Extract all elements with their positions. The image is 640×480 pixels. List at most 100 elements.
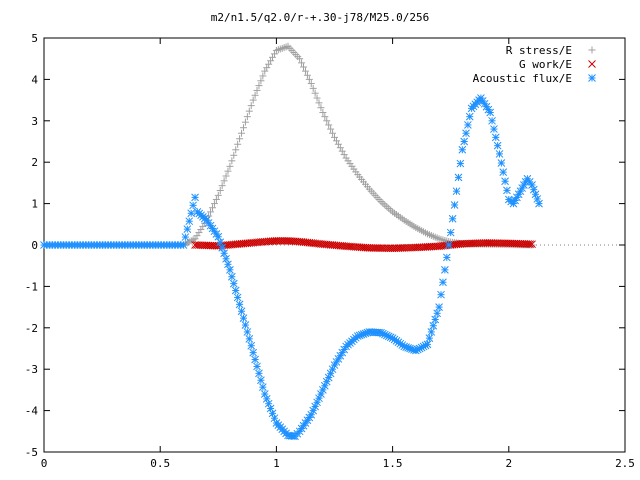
data-point bbox=[499, 168, 508, 176]
data-point bbox=[446, 228, 455, 237]
data-point bbox=[441, 265, 449, 274]
data-point bbox=[263, 64, 271, 72]
data-point bbox=[529, 185, 538, 194]
data-point bbox=[241, 321, 250, 329]
legend-marker bbox=[588, 46, 596, 54]
data-point bbox=[465, 112, 474, 121]
legend-marker bbox=[588, 74, 596, 82]
y-tick-label: -1 bbox=[25, 280, 38, 293]
data-point bbox=[311, 89, 319, 97]
x-tick-label: 1 bbox=[273, 457, 280, 470]
data-point bbox=[239, 314, 248, 322]
data-point bbox=[231, 286, 240, 295]
y-tick-label: -3 bbox=[25, 363, 38, 376]
data-point bbox=[228, 157, 236, 165]
data-point bbox=[245, 107, 253, 115]
data-point bbox=[272, 237, 281, 245]
data-point bbox=[235, 300, 244, 309]
legend-label: G work/E bbox=[519, 58, 572, 71]
data-point bbox=[369, 244, 378, 252]
data-point bbox=[305, 75, 313, 83]
data-point bbox=[237, 307, 246, 316]
data-point bbox=[383, 203, 391, 211]
data-point bbox=[257, 376, 265, 385]
data-point bbox=[385, 204, 393, 212]
data-point bbox=[454, 173, 463, 182]
data-point bbox=[183, 225, 192, 233]
data-point bbox=[313, 94, 321, 102]
data-point bbox=[329, 129, 337, 137]
y-tick-label: -5 bbox=[25, 446, 38, 459]
data-point bbox=[489, 239, 498, 247]
data-point bbox=[488, 116, 496, 125]
data-point bbox=[249, 348, 258, 357]
data-point bbox=[241, 118, 249, 126]
data-point bbox=[431, 315, 440, 324]
data-point bbox=[249, 96, 257, 104]
data-point bbox=[239, 124, 247, 132]
data-point bbox=[224, 260, 232, 269]
data-point bbox=[493, 239, 502, 247]
data-point bbox=[189, 201, 197, 210]
data-point bbox=[224, 167, 232, 175]
data-point bbox=[181, 233, 190, 241]
data-point bbox=[253, 86, 261, 94]
data-point bbox=[423, 340, 432, 349]
data-point bbox=[280, 237, 289, 245]
data-point bbox=[325, 121, 333, 129]
data-point bbox=[229, 279, 238, 288]
data-point bbox=[371, 244, 380, 252]
data-point bbox=[387, 206, 395, 214]
data-point bbox=[267, 57, 275, 65]
data-point bbox=[338, 147, 346, 155]
data-point bbox=[298, 59, 306, 67]
series-r-stress-e bbox=[40, 42, 536, 249]
y-tick-label: 4 bbox=[31, 73, 38, 86]
data-point bbox=[336, 144, 344, 152]
data-point bbox=[226, 162, 234, 170]
data-point bbox=[427, 328, 436, 336]
legend-label: R stress/E bbox=[506, 44, 572, 57]
data-point bbox=[501, 177, 509, 186]
data-point bbox=[270, 50, 278, 58]
data-point bbox=[377, 244, 385, 252]
data-point bbox=[259, 72, 267, 80]
data-point bbox=[315, 99, 323, 107]
data-point bbox=[210, 200, 218, 208]
x-tick-label: 1.5 bbox=[383, 457, 403, 470]
data-point bbox=[319, 109, 327, 117]
data-point bbox=[497, 159, 506, 167]
data-point bbox=[185, 217, 194, 226]
data-point bbox=[301, 67, 309, 75]
data-point bbox=[269, 53, 277, 61]
data-point bbox=[450, 201, 459, 209]
data-point bbox=[460, 137, 469, 146]
data-point bbox=[191, 193, 199, 202]
data-point bbox=[491, 239, 500, 247]
data-point bbox=[214, 191, 222, 199]
data-point bbox=[258, 383, 267, 391]
data-point bbox=[464, 121, 472, 129]
data-point bbox=[384, 244, 393, 253]
data-point bbox=[251, 91, 259, 99]
y-tick-label: 2 bbox=[31, 156, 38, 169]
data-point bbox=[483, 239, 492, 247]
data-point bbox=[332, 137, 340, 145]
y-tick-label: 0 bbox=[31, 239, 38, 252]
data-point bbox=[216, 186, 224, 194]
data-point bbox=[485, 239, 494, 247]
chart-title: m2/n1.5/q2.0/r-+.30-j78/M25.0/256 bbox=[211, 11, 430, 24]
data-point bbox=[458, 145, 467, 154]
data-point bbox=[193, 232, 201, 240]
data-point bbox=[255, 369, 263, 378]
data-point bbox=[435, 303, 443, 311]
data-point bbox=[234, 140, 242, 148]
data-point bbox=[442, 253, 451, 262]
data-point bbox=[528, 240, 536, 249]
data-point bbox=[452, 187, 461, 196]
data-point bbox=[375, 244, 383, 252]
data-point bbox=[439, 278, 447, 287]
data-point bbox=[278, 237, 287, 245]
data-point bbox=[197, 225, 205, 233]
